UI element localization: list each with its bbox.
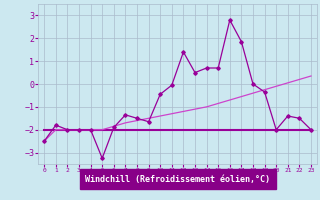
- X-axis label: Windchill (Refroidissement éolien,°C): Windchill (Refroidissement éolien,°C): [85, 175, 270, 184]
